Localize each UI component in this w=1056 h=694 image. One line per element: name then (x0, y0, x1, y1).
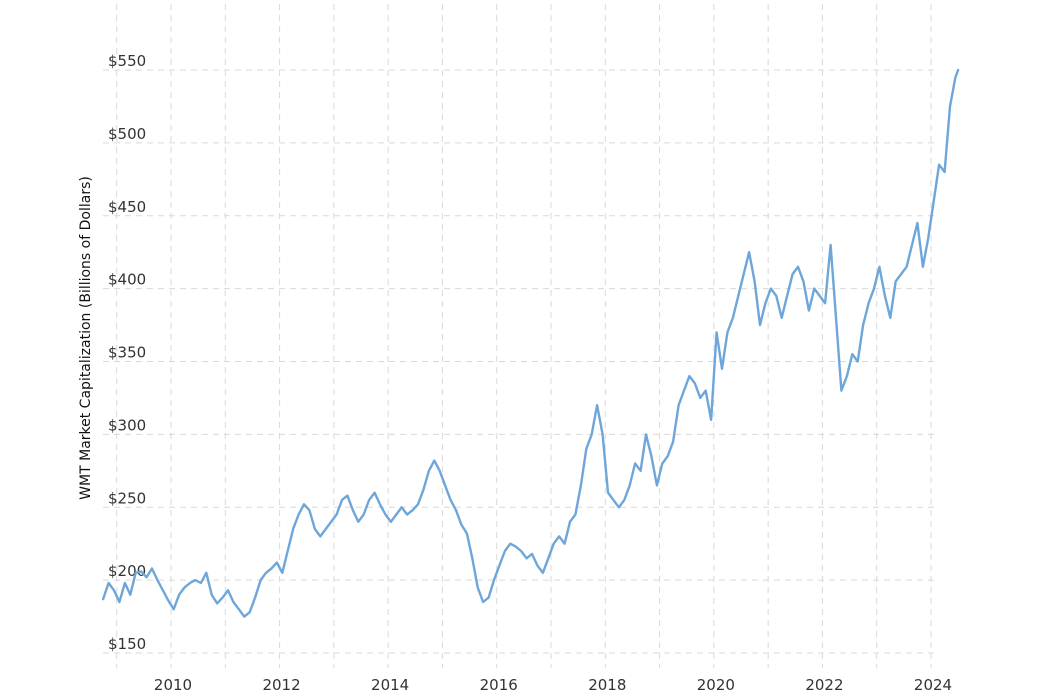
x-tick-label: 2010 (154, 676, 192, 694)
y-tick-label: $150 (108, 635, 146, 653)
y-tick-label: $550 (108, 52, 146, 70)
y-tick-label: $500 (108, 125, 146, 143)
market-cap-line (101, 68, 960, 618)
x-tick-label: 2018 (588, 676, 626, 694)
y-axis-label: WMT Market Capitalization (Billions of D… (78, 176, 94, 500)
y-tick-label: $350 (108, 344, 146, 362)
gridlines (103, 4, 938, 668)
x-tick-label: 2024 (914, 676, 952, 694)
y-tick-label: $200 (108, 562, 146, 580)
x-tick-label: 2016 (480, 676, 518, 694)
x-axis-tick-labels: 2010 2012 2014 2016 2018 2020 2022 2024 (154, 676, 952, 694)
y-tick-label: $300 (108, 416, 146, 434)
y-axis-tick-labels: $150 $200 $250 $300 $350 $400 $450 $500 $550 (108, 52, 146, 653)
x-tick-label: 2012 (262, 676, 300, 694)
x-tick-label: 2014 (371, 676, 409, 694)
y-tick-label: $450 (108, 198, 146, 216)
y-tick-label: $400 (108, 271, 146, 289)
y-tick-label: $250 (108, 489, 146, 507)
x-tick-label: 2022 (805, 676, 843, 694)
series-layer (101, 68, 960, 618)
x-tick-label: 2020 (697, 676, 735, 694)
